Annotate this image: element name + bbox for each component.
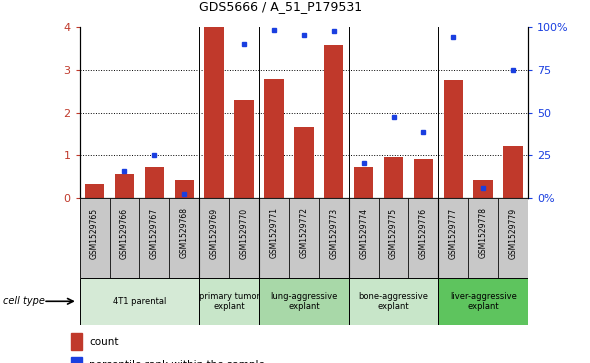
- Bar: [110, 198, 139, 278]
- Bar: [71, 357, 82, 363]
- Bar: [324, 45, 343, 198]
- Bar: [199, 278, 259, 325]
- Text: GSM1529778: GSM1529778: [478, 207, 488, 258]
- Bar: [379, 198, 408, 278]
- Bar: [438, 278, 528, 325]
- Bar: [175, 180, 194, 198]
- Text: GSM1529777: GSM1529777: [449, 207, 458, 258]
- Bar: [354, 167, 373, 198]
- Bar: [289, 198, 319, 278]
- Text: 4T1 parental: 4T1 parental: [113, 297, 166, 306]
- Bar: [349, 278, 438, 325]
- Bar: [145, 167, 164, 198]
- Text: GSM1529769: GSM1529769: [209, 207, 219, 258]
- Bar: [498, 198, 528, 278]
- Text: GSM1529766: GSM1529766: [120, 207, 129, 258]
- Text: GSM1529776: GSM1529776: [419, 207, 428, 258]
- Bar: [169, 198, 199, 278]
- Bar: [264, 79, 284, 198]
- Text: GSM1529775: GSM1529775: [389, 207, 398, 258]
- Bar: [199, 198, 229, 278]
- Text: GDS5666 / A_51_P179531: GDS5666 / A_51_P179531: [199, 0, 362, 13]
- Bar: [205, 27, 224, 198]
- Text: count: count: [89, 337, 119, 347]
- Bar: [139, 198, 169, 278]
- Text: percentile rank within the sample: percentile rank within the sample: [89, 360, 265, 363]
- Bar: [80, 278, 199, 325]
- Bar: [85, 184, 104, 198]
- Bar: [319, 198, 349, 278]
- Text: GSM1529768: GSM1529768: [180, 207, 189, 258]
- Text: primary tumor
explant: primary tumor explant: [199, 291, 260, 311]
- Bar: [408, 198, 438, 278]
- Bar: [384, 157, 403, 198]
- Text: GSM1529770: GSM1529770: [240, 207, 248, 258]
- Bar: [444, 80, 463, 198]
- Text: bone-aggressive
explant: bone-aggressive explant: [359, 291, 428, 311]
- Bar: [259, 198, 289, 278]
- Bar: [414, 159, 433, 198]
- Bar: [438, 198, 468, 278]
- Text: GSM1529779: GSM1529779: [509, 207, 517, 258]
- Text: GSM1529765: GSM1529765: [90, 207, 99, 258]
- Bar: [349, 198, 379, 278]
- Text: liver-aggressive
explant: liver-aggressive explant: [450, 291, 517, 311]
- Bar: [71, 333, 82, 350]
- Text: GSM1529773: GSM1529773: [329, 207, 338, 258]
- Text: lung-aggressive
explant: lung-aggressive explant: [270, 291, 337, 311]
- Text: GSM1529774: GSM1529774: [359, 207, 368, 258]
- Text: GSM1529771: GSM1529771: [270, 207, 278, 258]
- Bar: [474, 180, 493, 198]
- Bar: [294, 127, 313, 198]
- Bar: [80, 198, 110, 278]
- Bar: [234, 100, 254, 198]
- FancyArrowPatch shape: [46, 298, 73, 304]
- Text: GSM1529772: GSM1529772: [299, 207, 309, 258]
- Bar: [115, 174, 134, 198]
- Bar: [503, 146, 523, 198]
- Text: cell type: cell type: [3, 296, 45, 306]
- Bar: [468, 198, 498, 278]
- Bar: [259, 278, 349, 325]
- Bar: [229, 198, 259, 278]
- Text: GSM1529767: GSM1529767: [150, 207, 159, 258]
